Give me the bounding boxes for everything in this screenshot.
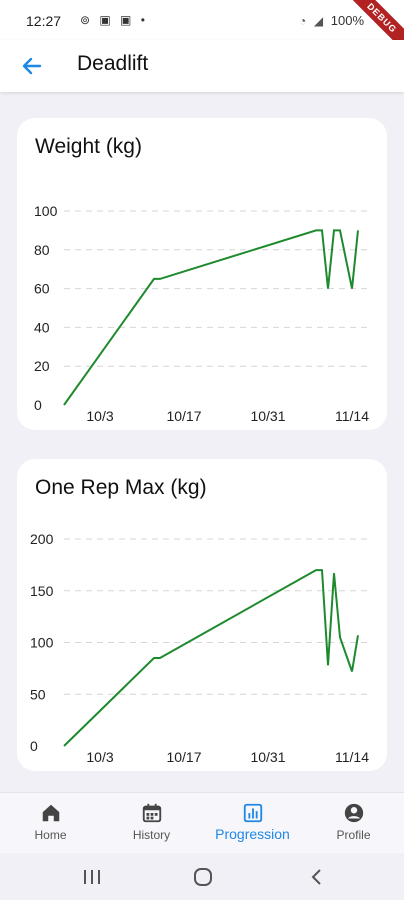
app-bar: Deadlift [0, 40, 404, 92]
nav-home-label: Home [34, 828, 67, 842]
orm-y-tick-label: 50 [30, 686, 46, 702]
weight-y-tick-label: 80 [34, 242, 50, 258]
arrow-left-icon [22, 57, 42, 75]
bottom-nav: Home History Progression Profile [0, 792, 404, 853]
bar-chart-icon [243, 803, 263, 823]
calendar-icon [142, 803, 162, 823]
page-title: Deadlift [77, 52, 149, 75]
recent-apps-button[interactable] [77, 865, 107, 889]
account-circle-icon [344, 803, 364, 823]
weight-y-tick-label: 0 [34, 397, 42, 413]
notification-icons: ⊚ ▣ ▣ • [80, 13, 148, 27]
battery-percent: 100% [330, 13, 364, 28]
nav-history-label: History [132, 828, 171, 842]
weight-y-tick-label: 60 [34, 281, 50, 297]
weight-series-line [63, 229, 359, 406]
orm-x-tick-label: 10/31 [250, 749, 285, 765]
home-icon [42, 804, 60, 822]
recent-apps-icon [84, 870, 100, 884]
nav-history[interactable]: History [101, 793, 202, 854]
back-button[interactable] [16, 50, 48, 82]
back-system-button[interactable] [302, 865, 332, 889]
nav-home[interactable]: Home [0, 793, 101, 854]
weight-chart-card: Weight (kg) 0 20 40 60 80 100 10/3 10/17 10/31 11… [17, 118, 387, 430]
orm-series-line [63, 569, 359, 747]
orm-x-tick-label: 10/17 [166, 749, 201, 765]
orm-x-tick-label: 11/14 [335, 749, 369, 765]
orm-x-tick-label: 10/3 [86, 749, 113, 765]
home-system-button[interactable] [188, 865, 218, 889]
one-rep-max-chart: 0 50 100 150 200 10/3 10/17 10/31 11/14 [30, 531, 370, 765]
signal-icon: ◢ [313, 14, 324, 28]
status-bar: 12:27 ⊚ ▣ ▣ • ◔ ◢ 100% DEBUG [0, 0, 404, 60]
wifi-icon: ◔ [299, 14, 307, 28]
weight-chart: 0 20 40 60 80 100 10/3 10/17 10/31 11/14 [34, 203, 370, 424]
one-rep-max-chart-title: One Rep Max (kg) [35, 476, 207, 499]
weight-x-tick-label: 10/3 [86, 408, 113, 424]
weight-y-tick-label: 100 [34, 203, 58, 219]
nav-progression[interactable]: Progression [202, 793, 303, 854]
orm-y-tick-label: 0 [30, 738, 38, 754]
weight-x-tick-label: 10/17 [166, 408, 201, 424]
status-time: 12:27 [26, 13, 62, 29]
weight-y-tick-label: 20 [34, 358, 50, 374]
nav-profile-label: Profile [336, 828, 371, 842]
nav-profile[interactable]: Profile [303, 793, 404, 854]
orm-y-tick-label: 150 [30, 583, 54, 599]
nav-progression-label: Progression [215, 826, 290, 842]
weight-chart-title: Weight (kg) [35, 135, 142, 158]
weight-x-tick-label: 10/31 [250, 408, 285, 424]
orm-y-tick-label: 200 [30, 531, 54, 547]
system-nav-bar [0, 853, 404, 900]
chevron-left-icon [311, 869, 321, 885]
weight-y-tick-label: 40 [34, 319, 50, 335]
home-circle-icon [194, 868, 212, 886]
status-right: ◔ ◢ 100% [299, 13, 364, 28]
weight-x-tick-label: 11/14 [335, 408, 369, 424]
orm-y-tick-label: 100 [30, 635, 54, 651]
one-rep-max-chart-card: One Rep Max (kg) 0 50 100 150 200 10/3 10/17 10… [17, 459, 387, 771]
